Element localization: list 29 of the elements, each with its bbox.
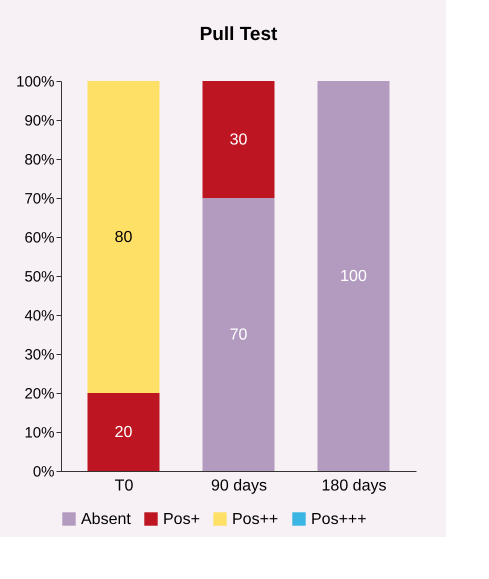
y-tick-label: 100% xyxy=(16,74,54,90)
data-label: 100 xyxy=(340,268,367,285)
bar xyxy=(202,198,274,471)
x-tick-label: T0 xyxy=(114,478,134,494)
bar xyxy=(88,393,160,471)
y-tick-label: 10% xyxy=(24,424,54,442)
data-label: 80 xyxy=(114,229,132,246)
y-tick-label: 60% xyxy=(24,230,54,246)
x-tick-label: 90 days xyxy=(210,478,268,494)
y-tick-label: 0% xyxy=(32,464,54,480)
legend-label: Pos++ xyxy=(232,511,278,528)
chart-title: Pull Test xyxy=(200,24,278,45)
legend-label: Absent xyxy=(81,511,132,528)
bar xyxy=(202,81,274,198)
y-tick-label: 30% xyxy=(24,346,54,364)
data-label: 30 xyxy=(230,132,248,148)
y-tick-label: 80% xyxy=(24,152,54,168)
y-tick-label: 20% xyxy=(24,386,54,402)
x-tick-label: 180 days xyxy=(322,478,386,494)
y-tick-label: 90% xyxy=(24,112,54,130)
y-tick-label: 70% xyxy=(24,190,54,208)
bar xyxy=(318,81,390,471)
legend-label: Pos+ xyxy=(163,511,200,528)
y-tick-label: 50% xyxy=(24,268,54,286)
bar xyxy=(88,81,160,393)
data-label: 20 xyxy=(114,424,132,441)
data-label: 70 xyxy=(230,326,248,344)
y-tick-label: 40% xyxy=(24,308,54,324)
legend-label: Pos+++ xyxy=(311,511,367,528)
